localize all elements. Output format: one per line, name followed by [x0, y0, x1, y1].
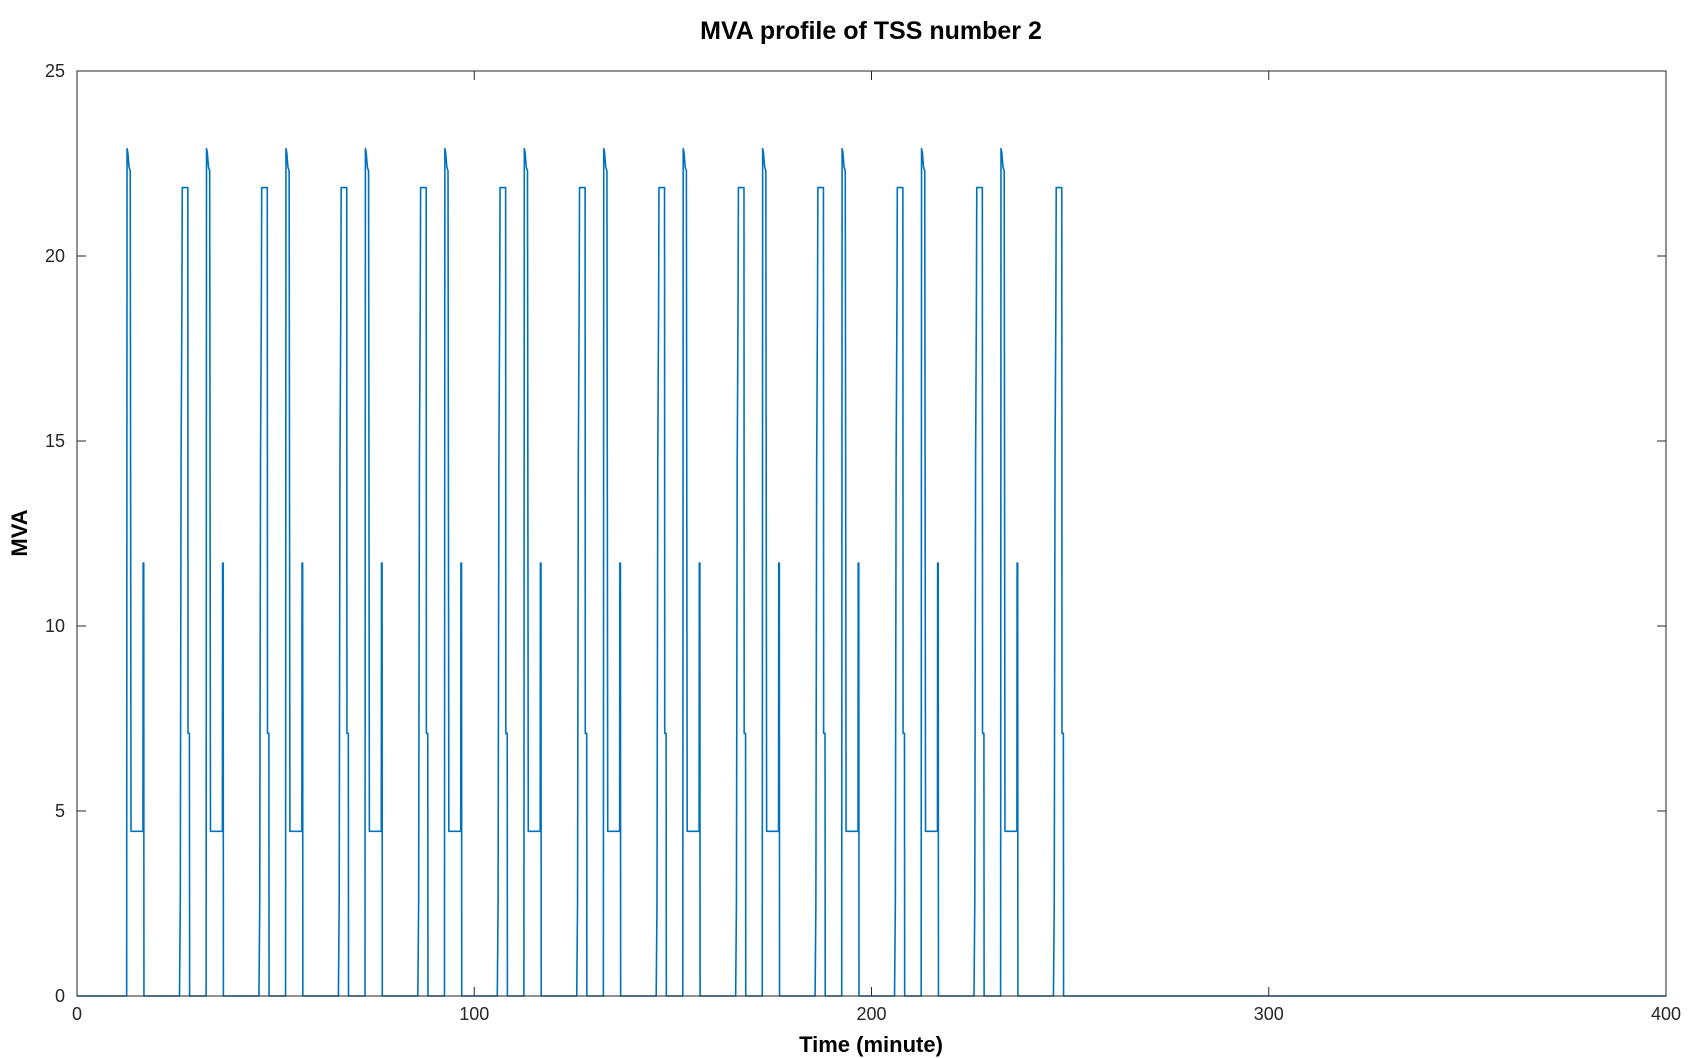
y-tick-label: 0 — [55, 986, 65, 1006]
y-tick-label: 15 — [45, 431, 65, 451]
y-tick-label: 10 — [45, 616, 65, 636]
y-axis-title: MVA — [7, 509, 32, 556]
y-tick-label: 20 — [45, 246, 65, 266]
x-tick-label: 100 — [459, 1004, 489, 1024]
chart-title: MVA profile of TSS number 2 — [700, 17, 1042, 45]
x-axis-ticks: 0 100 200 300 400 — [72, 71, 1681, 1024]
x-tick-label: 200 — [856, 1004, 886, 1024]
x-tick-label: 300 — [1254, 1004, 1284, 1024]
y-tick-label: 5 — [55, 801, 65, 821]
y-axis-ticks: 0 5 10 15 20 25 — [45, 61, 1666, 1006]
x-tick-label: 0 — [72, 1004, 82, 1024]
x-tick-label: 400 — [1651, 1004, 1681, 1024]
plot-area — [77, 71, 1666, 996]
y-tick-label: 25 — [45, 61, 65, 81]
x-axis-title: Time (minute) — [799, 1032, 943, 1057]
